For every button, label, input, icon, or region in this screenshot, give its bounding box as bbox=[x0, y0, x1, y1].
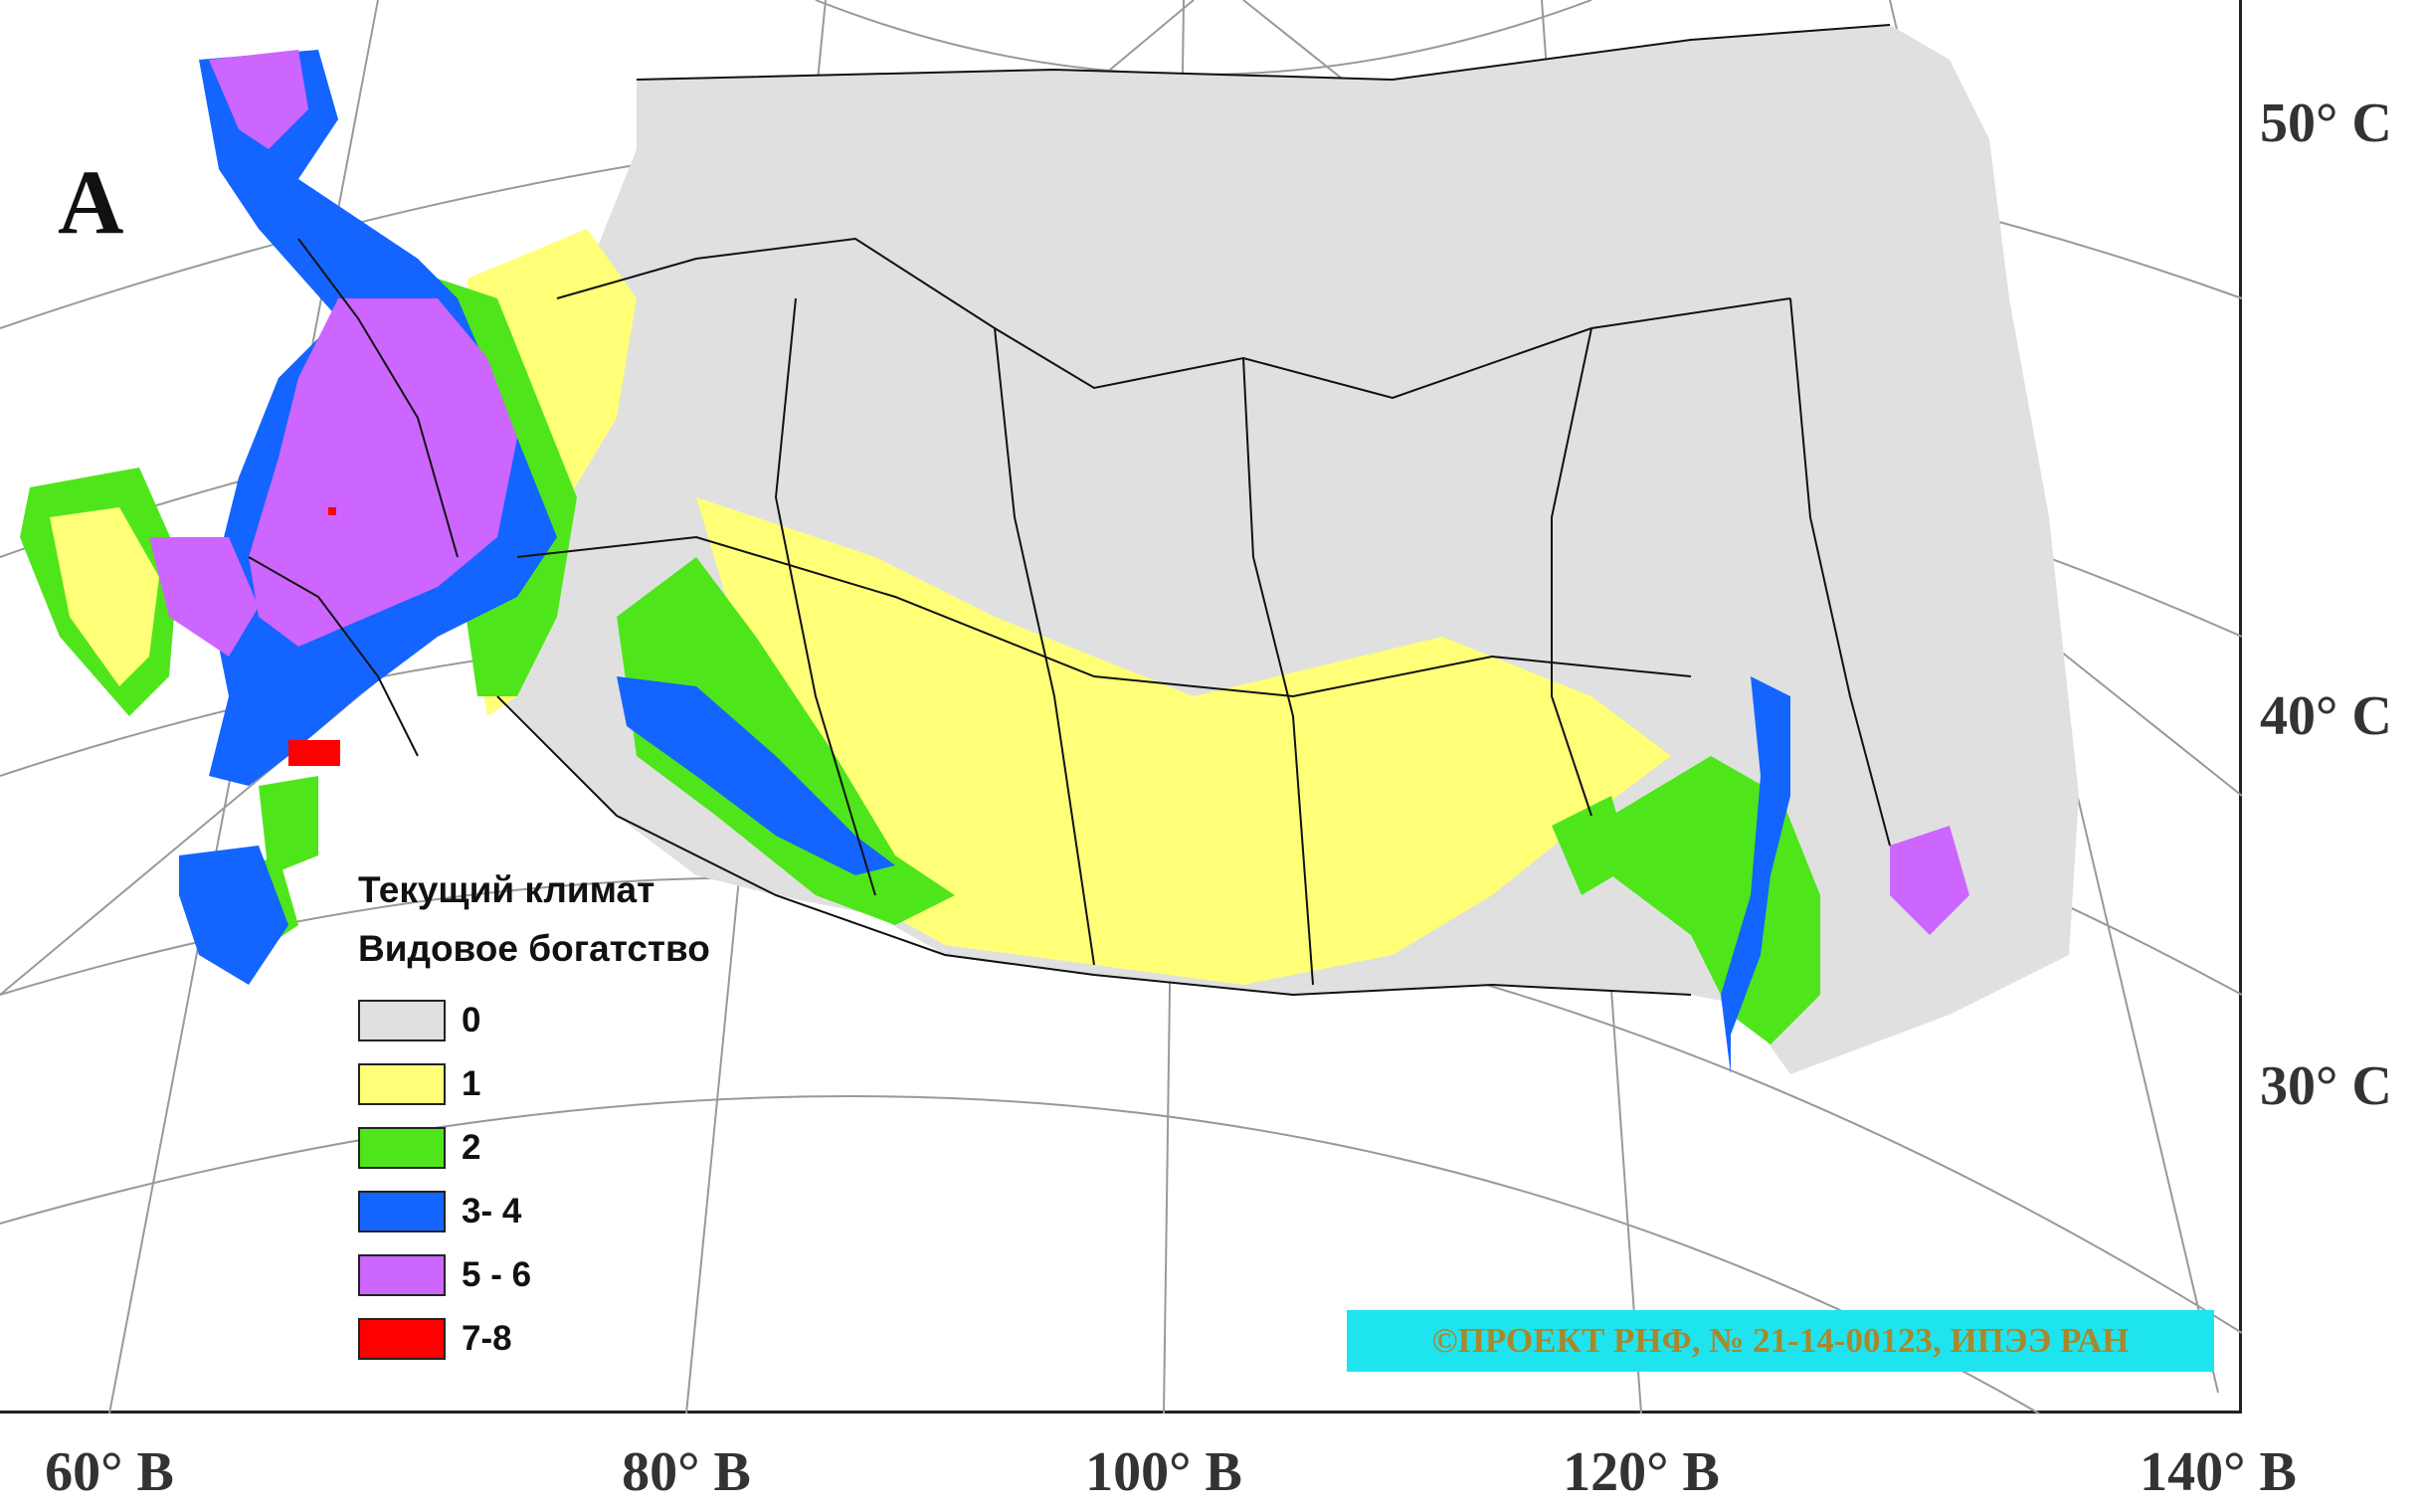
legend-item-label: 7-8 bbox=[462, 1319, 512, 1358]
legend-item: 0 bbox=[358, 989, 710, 1052]
legend-item-label: 3- 4 bbox=[462, 1192, 522, 1230]
legend-item: 5 - 6 bbox=[358, 1243, 710, 1307]
project-credit: ©ПРОЕКТ РНФ, № 21-14-00123, ИПЭЭ РАН bbox=[1347, 1310, 2214, 1372]
legend-item-label: 0 bbox=[462, 1001, 481, 1040]
legend-subtitle: Видовое богатство bbox=[358, 928, 710, 969]
legend-item: 7-8 bbox=[358, 1307, 710, 1371]
richness-class-1-west bbox=[50, 507, 159, 686]
legend-swatch bbox=[358, 1000, 446, 1041]
legend-swatch bbox=[358, 1063, 446, 1105]
longitude-label-100: 100° В bbox=[1085, 1441, 1242, 1503]
legend-swatch bbox=[358, 1191, 446, 1232]
legend-item-label: 2 bbox=[462, 1128, 481, 1167]
latitude-label-50: 50° С bbox=[2260, 93, 2392, 154]
richness-class-5-6 bbox=[149, 50, 1969, 935]
richness-class-7-8 bbox=[288, 507, 340, 766]
panel-label: А bbox=[58, 151, 124, 253]
legend-item-label: 5 - 6 bbox=[462, 1255, 532, 1294]
latitude-label-30: 30° С bbox=[2260, 1055, 2392, 1117]
longitude-label-120: 120° В bbox=[1563, 1441, 1720, 1503]
longitude-label-80: 80° В bbox=[622, 1441, 751, 1503]
map-frame bbox=[0, 0, 2242, 1414]
legend-item-label: 1 bbox=[462, 1064, 481, 1103]
legend-title: Текущий климат bbox=[358, 869, 655, 910]
legend: Текущий климат Видовое богатство 0 1 2 3… bbox=[358, 871, 710, 1371]
legend-item: 1 bbox=[358, 1052, 710, 1116]
parallel-line bbox=[0, 1095, 2040, 1415]
legend-swatch bbox=[358, 1318, 446, 1360]
longitude-label-60: 60° В bbox=[45, 1441, 174, 1503]
legend-swatch bbox=[358, 1254, 446, 1296]
region-boundaries bbox=[248, 24, 1891, 997]
legend-item: 3- 4 bbox=[358, 1180, 710, 1243]
parallel-line bbox=[815, 0, 1592, 76]
latitude-label-40: 40° С bbox=[2260, 685, 2392, 747]
legend-swatch bbox=[358, 1127, 446, 1169]
legend-item: 2 bbox=[358, 1116, 710, 1180]
longitude-label-140: 140° В bbox=[2140, 1441, 2297, 1503]
